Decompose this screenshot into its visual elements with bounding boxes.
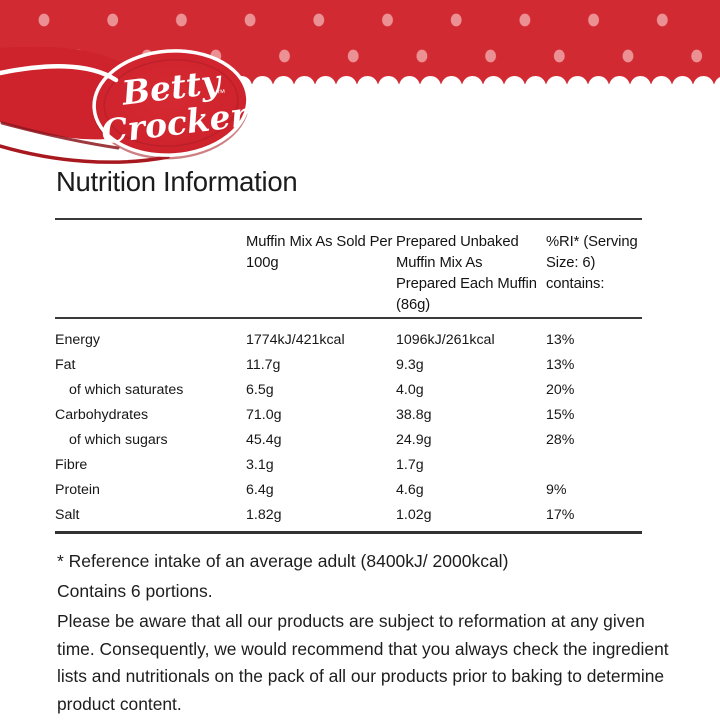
value-as-sold: 3.1g: [246, 457, 274, 473]
table-header-row: Muffin Mix As Sold Per 100g Prepared Unb…: [55, 218, 642, 319]
betty-crocker-logo[interactable]: Betty Crocker ™: [0, 46, 252, 164]
value-ri: 20%: [546, 382, 575, 398]
nutrition-table: Muffin Mix As Sold Per 100g Prepared Unb…: [55, 218, 642, 534]
value-as-sold: 11.7g: [246, 357, 281, 373]
col-header-nutrient: [55, 232, 246, 317]
value-prepared: 1096kJ/261kcal: [396, 332, 495, 348]
value-as-sold: 45.4g: [246, 432, 282, 448]
reformulation-disclaimer: Please be aware that all our products ar…: [57, 611, 669, 714]
value-ri: 17%: [546, 507, 575, 523]
value-ri: 13%: [546, 332, 575, 348]
reference-intake-note: * Reference intake of an average adult (…: [57, 551, 509, 571]
row-label: Fibre: [55, 457, 88, 473]
table-row-energy: Energy 1774kJ/421kcal 1096kJ/261kcal 13%: [55, 328, 642, 353]
table-row-carbohydrates: Carbohydrates 71.0g 38.8g 15%: [55, 403, 642, 428]
page-title: Nutrition Information: [56, 166, 298, 197]
table-row-protein: Protein 6.4g 4.6g 9%: [55, 478, 642, 503]
spoon-handle-highlight: [0, 64, 119, 83]
value-as-sold: 1.82g: [246, 507, 282, 523]
portions-note: Contains 6 portions.: [57, 581, 213, 601]
value-as-sold: 71.0g: [246, 407, 282, 423]
col-header-prepared: Prepared Unbaked Muffin Mix As Prepared …: [396, 234, 537, 313]
row-label: of which saturates: [69, 382, 184, 398]
footnotes: * Reference intake of an average adult (…: [57, 546, 673, 718]
trademark-symbol: ™: [216, 87, 226, 98]
table-row-sugars: of which sugars 45.4g 24.9g 28%: [55, 428, 642, 453]
spoon-bowl: [92, 49, 250, 157]
value-prepared: 38.8g: [396, 407, 432, 423]
value-prepared: 24.9g: [396, 432, 432, 448]
spoon-handle-shadow: [0, 121, 120, 150]
spoon-bottom-edge: [0, 144, 170, 164]
table-row-salt: Salt 1.82g 1.02g 17%: [55, 503, 642, 528]
value-ri: 15%: [546, 407, 575, 423]
value-prepared: 4.0g: [396, 382, 424, 398]
brand-banner: Betty Crocker ™: [0, 0, 720, 164]
value-prepared: 9.3g: [396, 357, 424, 373]
col-header-ri: %RI* (Serving Size: 6) contains:: [546, 234, 638, 292]
row-label: Protein: [55, 482, 100, 498]
table-row-saturates: of which saturates 6.5g 4.0g 20%: [55, 378, 642, 403]
value-ri: 13%: [546, 357, 575, 373]
value-ri: 9%: [546, 482, 567, 498]
value-prepared: 1.7g: [396, 457, 424, 473]
spoon-bowl-inner-ring: [103, 59, 239, 147]
value-prepared: 1.02g: [396, 507, 432, 523]
value-as-sold: 1774kJ/421kcal: [246, 332, 345, 348]
value-prepared: 4.6g: [396, 482, 424, 498]
col-header-as-sold: Muffin Mix As Sold Per 100g: [246, 234, 393, 271]
table-row-fat: Fat 11.7g 9.3g 13%: [55, 353, 642, 378]
row-label: Energy: [55, 332, 100, 348]
row-label: Carbohydrates: [55, 407, 149, 423]
value-ri: [546, 453, 642, 478]
value-as-sold: 6.4g: [246, 482, 274, 498]
row-label: of which sugars: [69, 432, 168, 448]
row-label: Salt: [55, 507, 80, 523]
value-ri: 28%: [546, 432, 575, 448]
table-body: Energy 1774kJ/421kcal 1096kJ/261kcal 13%…: [55, 319, 642, 534]
value-as-sold: 6.5g: [246, 382, 274, 398]
row-label: Fat: [55, 357, 76, 373]
table-row-fibre: Fibre 3.1g 1.7g: [55, 453, 642, 478]
